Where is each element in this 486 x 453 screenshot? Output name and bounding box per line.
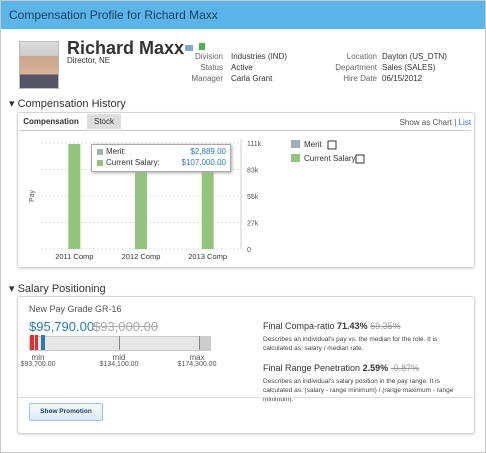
tooltip-label: Merit: [106,147,126,156]
field-label: Location [346,52,377,61]
marker [41,335,45,350]
compa-ratio: Final Compa-ratio 71.43% 69.35% [263,321,401,331]
max-block [199,336,210,350]
range-value: $134,100.00 [99,361,139,368]
description: Describes an individual's salary positio… [263,378,454,403]
field-label: Division [194,52,223,61]
metric-old: 69.35% [370,321,401,331]
tooltip-label: Current Salary: [106,158,160,167]
divider [17,397,473,398]
description: Describes an individual's pay vs. the me… [263,336,438,352]
grade: New Pay Grade GR-16 [29,304,122,314]
y-axis-label: Pay [29,189,36,202]
chart: 0 27k 55k 83k 111k Pay 2011 Comp 2012 Comp 2013 … [29,139,365,261]
x-tick-label: 2011 Comp [55,252,93,261]
x-tick-label: 2012 Comp [122,252,161,261]
marker [35,335,38,350]
metric-value: 2.59% [362,363,389,373]
list-link[interactable]: List [458,118,471,127]
avatar [19,41,59,89]
tooltip: Merit: $2,889.00 Current Salary: $107,00… [91,144,231,172]
divider [19,130,471,131]
field-label: Manager [191,74,223,83]
field-value: 06/15/2012 [382,74,423,83]
y-tick-label: 111k [247,141,262,148]
swatch [97,160,103,166]
chart-link[interactable]: Show as Chart [399,118,452,127]
y-tick-label: 27k [247,221,259,228]
bar [68,143,81,249]
range-label: max [189,353,205,362]
swatch [97,149,103,155]
y-tick-label: 55k [247,194,259,201]
field-label: Department [335,63,377,72]
heading-text: Salary Positioning [17,283,106,295]
metric-value: 71.43% [337,321,368,331]
separator: | [454,118,457,127]
field-value: Carla Grant [231,74,273,83]
range-label: min [31,353,45,362]
field-label: Status [200,63,223,72]
job-title: Director, NE [67,56,111,65]
field-value: Sales (SALES) [382,63,436,72]
history-panel [17,112,475,268]
bar [201,156,214,249]
range-bar [29,336,211,351]
view-toggle: Show as Chart | List [400,118,471,127]
show-promotion-button[interactable]: Show Promotion [29,403,103,421]
heading-text: Compensation History [17,98,126,110]
y-tick-label: 0 [247,247,251,254]
tab[interactable]: Stock [87,114,121,129]
range-penetration: Final Range Penetration 2.59% -0.87% [263,363,419,373]
section-heading: ▾ Compensation History [9,98,126,110]
legend-label: Current Salary [304,154,356,163]
range-value: $174,300.00 [177,361,217,368]
name: Richard Maxx [67,38,185,58]
legend-label: Merit [304,140,323,149]
field-value: Active [231,63,253,72]
metric-old: -0.87% [390,363,420,373]
x-tick-label: 2013 Comp [188,252,227,261]
old-salary: $93,000.00 [93,319,159,334]
metric-label: Final Compa-ratio [263,321,335,331]
legend-swatch [291,140,300,148]
header: Compensation Profile for Richard Maxx [1,1,485,29]
tooltip-value: $2,889.00 [190,147,226,156]
range-label: mid [112,353,126,362]
mid-line [119,336,120,350]
range-value: $93,700.00 [20,361,56,368]
section-heading: ▾ Salary Positioning [9,283,106,295]
icon [199,43,205,50]
y-tick-label: 83k [247,168,259,175]
bar [135,146,147,249]
field-value: Dayton (US_DTN) [382,52,447,61]
legend-checkbox[interactable] [355,154,365,164]
tooltip-value: $107,000.00 [181,158,227,167]
field-label: Hire Date [343,74,377,83]
new-salary: $95,790.00 [29,319,95,334]
legend-swatch [291,154,300,162]
icon [185,45,193,51]
metric-label: Final Range Penetration [263,363,361,373]
marker [30,335,34,350]
legend-checkbox[interactable] [327,140,337,150]
field-value: Industries (IND) [231,52,288,61]
